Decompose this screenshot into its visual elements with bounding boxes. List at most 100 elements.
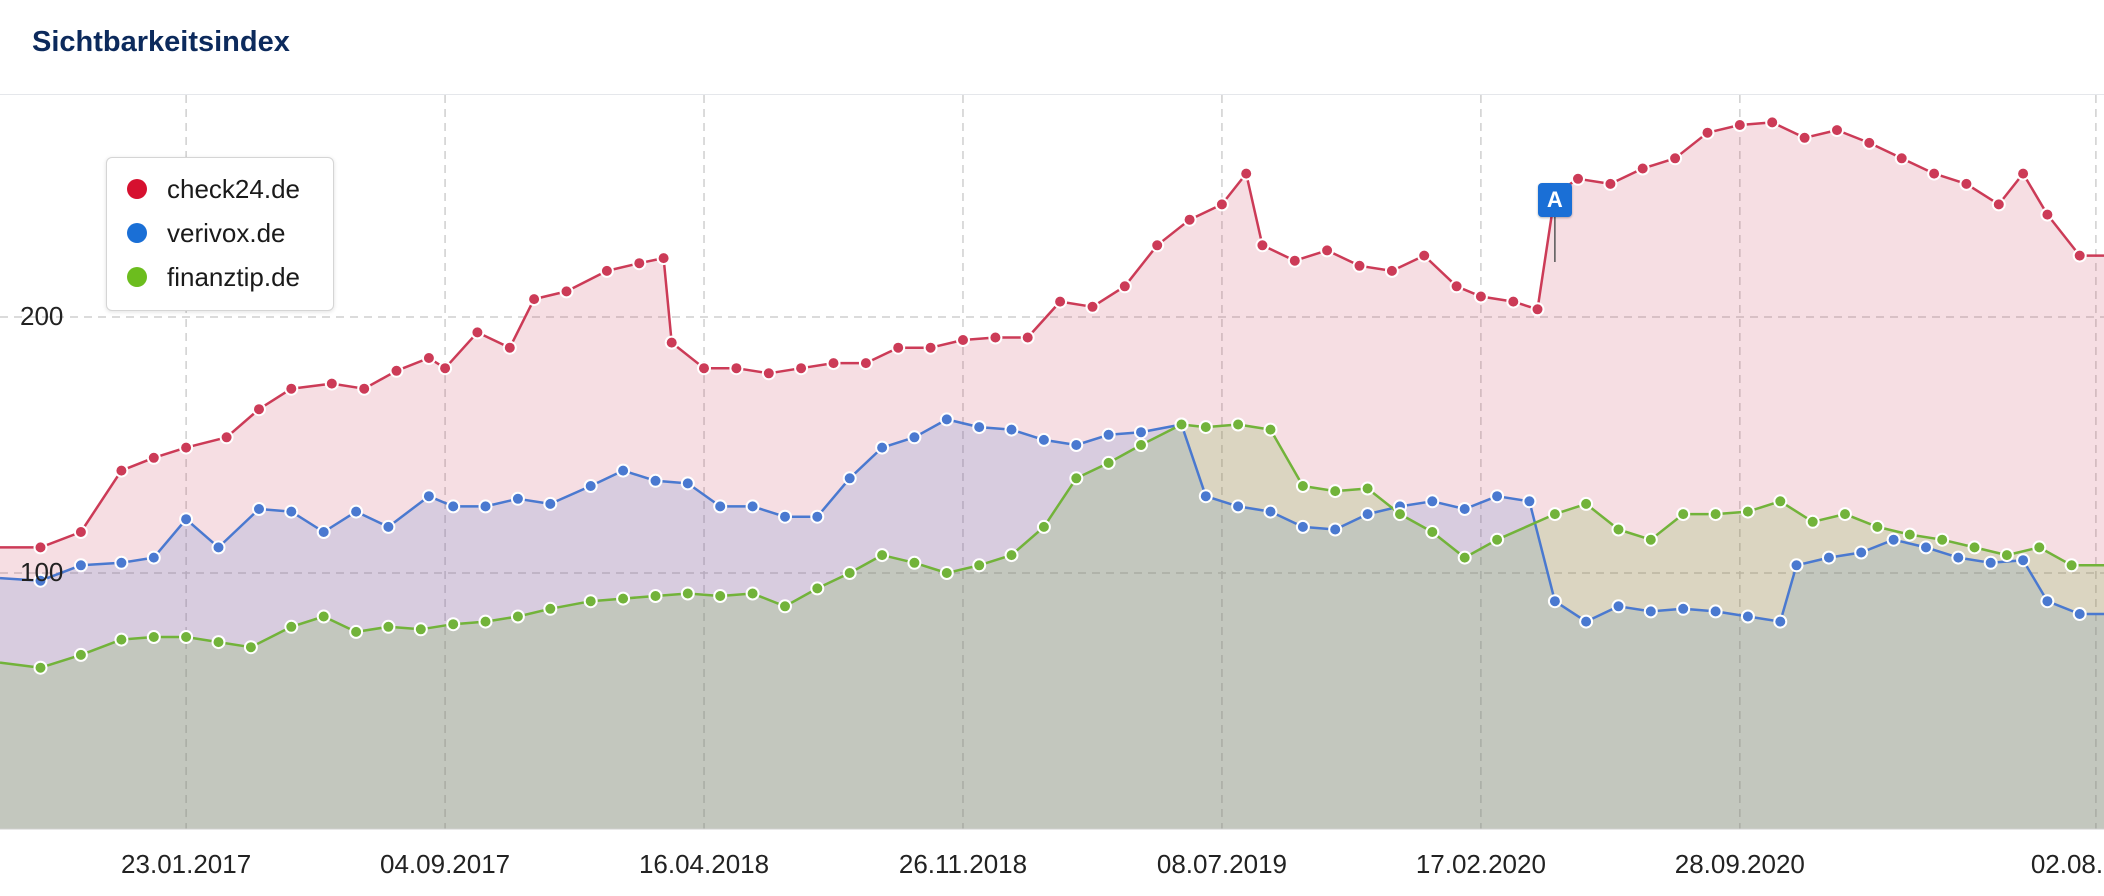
data-point-finanztip [1740,504,1755,519]
x-tick-label: 17.02.2020 [1416,849,1546,879]
legend-label-finanztip: finanztip.de [167,261,300,292]
area-verivox [0,419,2104,829]
data-point-finanztip [114,632,129,647]
data-point-check24 [599,263,614,278]
data-point-verivox [478,499,493,514]
data-point-finanztip [875,548,890,563]
data-point-check24 [179,440,194,455]
data-point-check24 [1320,243,1335,258]
data-point-verivox [349,504,364,519]
data-point-finanztip [1935,532,1950,547]
data-point-check24 [1417,248,1432,263]
data-point-finanztip [1004,548,1019,563]
data-point-verivox [510,491,525,506]
data-point-finanztip [648,589,663,603]
legend-dot-check24 [127,179,147,199]
data-point-check24 [1797,130,1812,145]
data-point-finanztip [1263,422,1278,437]
data-point-verivox [1579,614,1594,629]
data-point-verivox [1676,601,1691,616]
data-point-verivox [1328,522,1343,537]
data-point-verivox [1611,599,1626,614]
data-point-check24 [559,284,574,299]
data-point-check24 [1287,253,1302,268]
data-point-verivox [1490,489,1505,504]
data-point-finanztip [745,586,760,601]
y-tick-label: 200 [20,301,63,331]
data-point-finanztip [33,660,48,675]
data-point-check24 [826,356,841,371]
data-point-check24 [956,333,970,347]
data-point-verivox [972,420,987,435]
data-point-check24 [858,356,873,371]
data-point-finanztip [1902,527,1917,542]
data-point-verivox [1886,532,1901,547]
data-point-verivox [1708,604,1723,619]
data-point-verivox [2040,594,2055,609]
data-point-verivox [1951,550,1966,565]
data-point-verivox [713,499,728,514]
data-point-check24 [1473,289,1488,304]
data-point-finanztip [2032,540,2047,555]
area-check24 [0,122,2104,829]
data-point-verivox [543,496,558,511]
data-point-finanztip [1328,484,1343,499]
data-point-finanztip [349,624,364,639]
data-point-check24 [324,376,339,391]
data-point-finanztip [1643,532,1658,547]
data-point-finanztip [413,622,428,637]
data-point-check24 [1020,330,1035,345]
data-point-finanztip [1579,496,1594,511]
data-point-verivox [1740,609,1755,624]
data-point-verivox [1134,425,1148,440]
legend-item-finanztip[interactable]: finanztip.de [127,260,300,294]
data-point-finanztip [179,630,194,644]
data-point-verivox [1457,502,1472,516]
data-point-check24 [1927,166,1942,181]
legend-label-verivox: verivox.de [167,217,286,248]
legend-label-check24: check24.de [167,173,300,204]
data-point-verivox [939,412,954,427]
x-tick-label: 08.07.2019 [1157,849,1287,879]
data-point-verivox [284,504,299,519]
data-point-finanztip [1547,507,1562,522]
data-point-check24 [729,361,744,376]
data-point-verivox [1789,558,1804,573]
legend-item-check24[interactable]: check24.de [127,172,300,206]
data-point-verivox [179,512,194,527]
data-point-finanztip [1490,532,1505,547]
x-tick-label: 26.11.2018 [899,849,1027,879]
data-point-finanztip [1295,479,1310,493]
data-point-check24 [527,292,542,307]
data-point-verivox [1101,427,1116,442]
data-point-finanztip [1101,455,1116,470]
data-point-check24 [891,340,906,355]
data-point-finanztip [1134,438,1148,452]
data-point-finanztip [1393,507,1407,522]
data-point-verivox [1919,540,1933,555]
data-point-verivox [381,519,396,534]
data-point-finanztip [713,589,728,603]
data-point-check24 [33,540,48,555]
data-point-verivox [1004,422,1019,437]
data-point-finanztip [1611,522,1626,537]
data-point-finanztip [1174,417,1189,432]
data-point-check24 [1384,263,1399,278]
data-point-verivox [1231,499,1246,514]
data-point-finanztip [2064,558,2079,573]
legend-item-verivox[interactable]: verivox.de [127,216,286,250]
data-point-check24 [761,366,776,381]
data-point-finanztip [284,619,299,634]
data-point-verivox [1263,504,1278,519]
data-point-verivox [583,479,598,493]
data-point-verivox [1821,550,1836,565]
data-point-verivox [316,525,331,539]
data-point-check24 [2040,207,2055,222]
data-point-check24 [1506,294,1521,309]
annotation-flag[interactable]: A [1537,183,1572,217]
data-point-finanztip [583,594,598,609]
data-point-verivox [1295,519,1310,534]
data-point-finanztip [543,601,558,616]
data-point-verivox [1522,494,1537,509]
